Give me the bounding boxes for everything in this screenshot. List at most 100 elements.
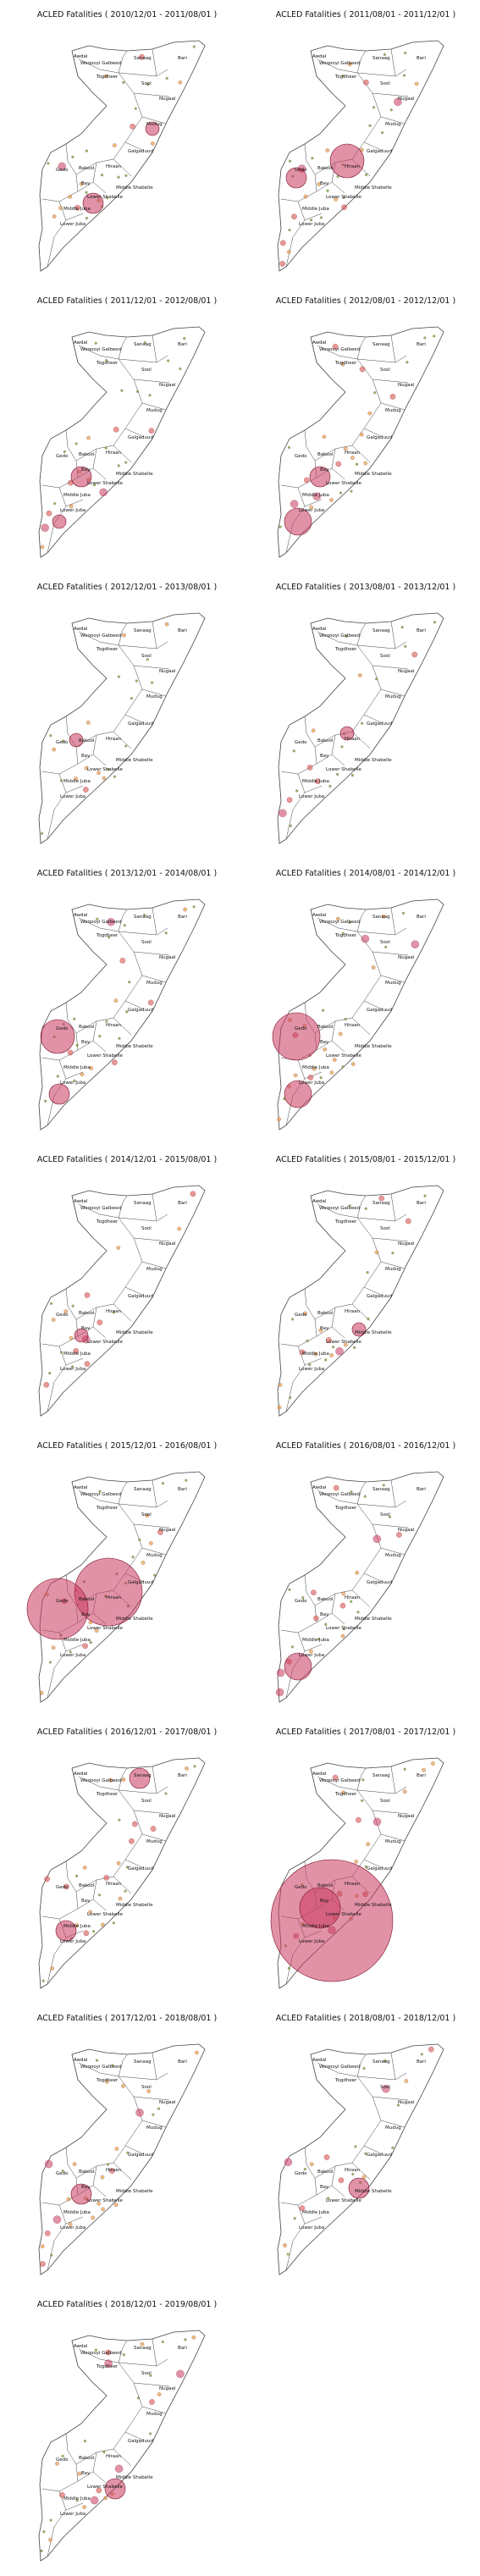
region-border (351, 714, 371, 749)
region-label: Nugaal (398, 1814, 415, 1819)
fatality-marker (102, 776, 107, 781)
fatality-hotspot (69, 732, 84, 748)
region-label: Sanaag (372, 1487, 390, 1492)
fatality-marker (68, 194, 73, 199)
region-border (351, 1573, 371, 1608)
fatality-marker (350, 1062, 356, 1067)
fatality-marker (343, 446, 348, 451)
region-label: Bakool (317, 1025, 334, 1030)
fatality-marker (381, 914, 386, 919)
region-label: Woqooyi Galbeed (319, 1206, 360, 1211)
fatality-marker (104, 2359, 113, 2368)
region-border (152, 1766, 157, 1794)
fatality-marker (117, 464, 120, 467)
fatality-marker (356, 1611, 360, 1614)
country-outline (38, 1757, 206, 1989)
fatality-marker (44, 1099, 47, 1103)
region-border (390, 907, 396, 936)
fatality-marker (50, 2253, 53, 2257)
region-label: Hiraan (106, 1595, 122, 1600)
region-label: Awdal (312, 340, 327, 345)
region-label: Sool (380, 654, 390, 659)
fatality-marker (338, 2177, 345, 2184)
fatality-marker (85, 149, 88, 152)
fatality-marker (402, 74, 406, 77)
fatality-marker (361, 1799, 364, 1802)
fatality-marker (114, 2464, 124, 2474)
fatality-marker (328, 784, 332, 788)
region-label: Togdheer (334, 647, 357, 652)
region-label: Lower Juba (60, 1081, 86, 1086)
fatality-marker (152, 2113, 155, 2116)
panel-title: ACLED Fatalities ( 2018/08/01 - 2018/12/… (275, 2014, 456, 2023)
region-label: Hiraan (106, 2454, 122, 2459)
region-label: Middle Juba (302, 779, 329, 784)
fatality-marker (42, 2530, 46, 2534)
panel-title: ACLED Fatalities ( 2013/08/01 - 2013/12/… (275, 583, 456, 592)
region-label: Togdheer (96, 1219, 119, 1224)
fatality-marker (277, 1405, 282, 1410)
region-label: Mudug (385, 1267, 401, 1272)
region-border (356, 909, 367, 932)
region-label: Middle Juba (63, 1638, 91, 1643)
fatality-hotspot (70, 2183, 92, 2205)
fatality-marker (83, 787, 89, 793)
region-border (317, 345, 358, 360)
fatality-hotspot (70, 466, 92, 488)
region-border (363, 116, 383, 152)
region-label: Galgaduud (128, 1008, 153, 1013)
map-panel: ACLED Fatalities ( 2010/12/01 - 2011/08/… (25, 7, 229, 286)
region-label: Togdheer (334, 1219, 357, 1224)
region-border (152, 1479, 157, 1508)
fatality-marker (53, 502, 57, 506)
fatality-marker (99, 488, 108, 497)
fatality-marker (351, 2172, 355, 2175)
region-label: Nugaal (159, 1241, 176, 1247)
fatality-marker (313, 1615, 319, 1622)
fatality-marker (332, 1774, 339, 1781)
region-label: Bay (320, 1326, 329, 1331)
fatality-marker (146, 83, 150, 86)
fatality-marker (95, 2059, 99, 2062)
region-label: Awdal (312, 54, 327, 59)
fatality-marker (94, 341, 97, 345)
region-label: Mudug (146, 694, 163, 699)
fatality-marker (287, 445, 290, 449)
panel-title: ACLED Fatalities ( 2017/08/01 - 2017/12/… (275, 1727, 456, 1737)
fatality-marker (286, 2253, 290, 2256)
region-border (47, 2223, 67, 2271)
fatality-marker (128, 981, 131, 984)
fatality-marker (277, 1117, 282, 1122)
region-label: Togdheer (96, 1792, 119, 1797)
panel-title: ACLED Fatalities ( 2018/12/01 - 2019/08/… (36, 2300, 218, 2309)
country-outline (38, 1471, 206, 1703)
region-label: Awdal (312, 1199, 327, 1204)
fatality-marker (135, 2109, 144, 2117)
region-border (280, 1622, 317, 1633)
fatality-marker (323, 1047, 328, 1052)
region-border (124, 1833, 145, 1869)
fatality-hotspot (348, 2177, 370, 2199)
panel-title: ACLED Fatalities ( 2012/08/01 - 2012/12/… (275, 296, 456, 306)
fatality-marker (350, 1600, 353, 1603)
region-label: Sool (380, 368, 390, 373)
fatality-marker (49, 734, 52, 738)
fatality-marker (131, 1821, 138, 1827)
region-label: Sool (141, 2085, 152, 2090)
fatality-marker (420, 2053, 423, 2056)
fatality-marker (69, 1650, 72, 1654)
fatality-marker (303, 1311, 307, 1316)
country-outline (38, 2330, 206, 2562)
region-border (304, 1288, 316, 1320)
fatality-marker (146, 658, 149, 661)
region-label: Middle Juba (63, 207, 91, 212)
fatality-marker (75, 2499, 79, 2502)
fatality-marker (69, 1335, 74, 1341)
fatality-marker (105, 1020, 108, 1023)
region-label: Mudug (385, 981, 401, 986)
